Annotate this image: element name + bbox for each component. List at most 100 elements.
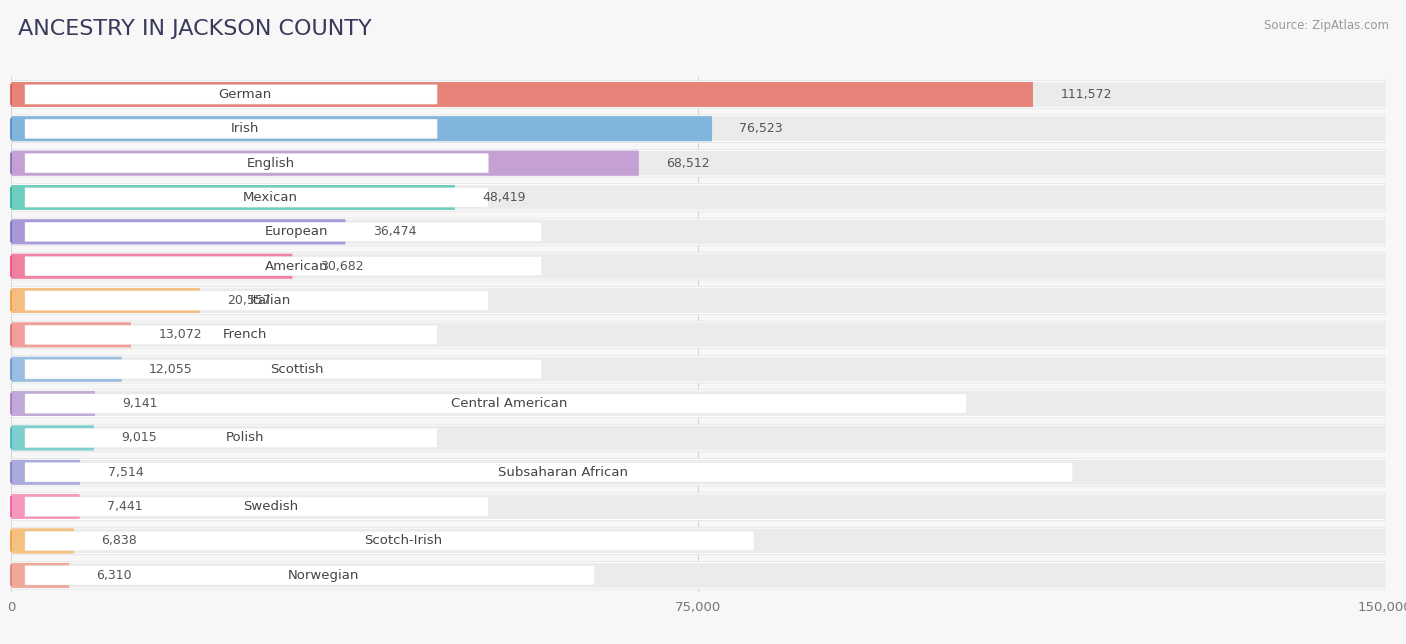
FancyBboxPatch shape: [25, 565, 595, 585]
Text: Scotch-Irish: Scotch-Irish: [364, 535, 443, 547]
FancyBboxPatch shape: [25, 531, 754, 551]
FancyBboxPatch shape: [11, 288, 200, 313]
FancyBboxPatch shape: [11, 529, 75, 553]
FancyBboxPatch shape: [11, 426, 1385, 450]
FancyBboxPatch shape: [11, 82, 1033, 107]
FancyBboxPatch shape: [11, 220, 346, 244]
Text: English: English: [246, 156, 294, 169]
FancyBboxPatch shape: [11, 357, 1385, 382]
FancyBboxPatch shape: [11, 357, 122, 382]
FancyBboxPatch shape: [11, 321, 1385, 348]
Text: 7,514: 7,514: [107, 466, 143, 478]
FancyBboxPatch shape: [25, 85, 437, 104]
FancyBboxPatch shape: [11, 185, 454, 210]
FancyBboxPatch shape: [11, 151, 638, 176]
FancyBboxPatch shape: [11, 426, 94, 450]
FancyBboxPatch shape: [11, 527, 1385, 554]
Text: American: American: [266, 260, 329, 272]
FancyBboxPatch shape: [11, 82, 1385, 107]
FancyBboxPatch shape: [25, 428, 437, 448]
Text: 6,310: 6,310: [97, 569, 132, 582]
FancyBboxPatch shape: [11, 460, 80, 485]
Text: 12,055: 12,055: [149, 363, 193, 375]
FancyBboxPatch shape: [11, 390, 1385, 417]
Text: 76,523: 76,523: [740, 122, 783, 135]
FancyBboxPatch shape: [11, 426, 94, 450]
Text: 13,072: 13,072: [159, 328, 202, 341]
Text: Norwegian: Norwegian: [288, 569, 359, 582]
FancyBboxPatch shape: [25, 188, 488, 207]
Text: Scottish: Scottish: [270, 363, 323, 375]
Text: 20,557: 20,557: [226, 294, 271, 307]
FancyBboxPatch shape: [11, 288, 1385, 313]
FancyBboxPatch shape: [11, 288, 200, 313]
FancyBboxPatch shape: [11, 355, 1385, 383]
Text: Irish: Irish: [231, 122, 259, 135]
FancyBboxPatch shape: [11, 117, 711, 141]
Text: Polish: Polish: [225, 431, 264, 444]
FancyBboxPatch shape: [11, 494, 79, 519]
FancyBboxPatch shape: [11, 357, 122, 382]
Text: Source: ZipAtlas.com: Source: ZipAtlas.com: [1264, 19, 1389, 32]
FancyBboxPatch shape: [11, 391, 1385, 416]
FancyBboxPatch shape: [11, 562, 1385, 589]
Text: 36,474: 36,474: [373, 225, 416, 238]
Text: 30,682: 30,682: [319, 260, 363, 272]
Text: 9,015: 9,015: [121, 431, 157, 444]
FancyBboxPatch shape: [11, 254, 1385, 279]
FancyBboxPatch shape: [11, 323, 131, 347]
FancyBboxPatch shape: [11, 117, 1385, 141]
FancyBboxPatch shape: [11, 529, 75, 553]
FancyBboxPatch shape: [11, 563, 69, 588]
FancyBboxPatch shape: [25, 291, 488, 310]
Text: European: European: [266, 225, 329, 238]
FancyBboxPatch shape: [11, 287, 1385, 314]
FancyBboxPatch shape: [11, 460, 80, 485]
FancyBboxPatch shape: [11, 220, 346, 244]
FancyBboxPatch shape: [25, 256, 541, 276]
FancyBboxPatch shape: [11, 185, 454, 210]
Text: 9,141: 9,141: [122, 397, 157, 410]
FancyBboxPatch shape: [25, 153, 488, 173]
FancyBboxPatch shape: [11, 459, 1385, 486]
FancyBboxPatch shape: [11, 529, 1385, 553]
FancyBboxPatch shape: [11, 391, 96, 416]
FancyBboxPatch shape: [25, 394, 966, 413]
FancyBboxPatch shape: [11, 391, 96, 416]
FancyBboxPatch shape: [11, 185, 1385, 210]
Text: 7,441: 7,441: [107, 500, 142, 513]
FancyBboxPatch shape: [11, 220, 1385, 244]
FancyBboxPatch shape: [11, 151, 1385, 176]
FancyBboxPatch shape: [11, 494, 79, 519]
FancyBboxPatch shape: [11, 218, 1385, 245]
FancyBboxPatch shape: [25, 497, 488, 516]
FancyBboxPatch shape: [11, 563, 69, 588]
FancyBboxPatch shape: [25, 359, 541, 379]
FancyBboxPatch shape: [11, 563, 1385, 588]
Text: Swedish: Swedish: [243, 500, 298, 513]
Text: German: German: [218, 88, 271, 101]
FancyBboxPatch shape: [11, 115, 1385, 142]
FancyBboxPatch shape: [11, 323, 1385, 347]
FancyBboxPatch shape: [25, 222, 541, 242]
FancyBboxPatch shape: [11, 424, 1385, 451]
FancyBboxPatch shape: [11, 460, 1385, 485]
FancyBboxPatch shape: [11, 494, 1385, 519]
FancyBboxPatch shape: [25, 462, 1073, 482]
FancyBboxPatch shape: [25, 119, 437, 138]
FancyBboxPatch shape: [11, 117, 711, 141]
Text: French: French: [222, 328, 267, 341]
Text: 48,419: 48,419: [482, 191, 526, 204]
Text: 111,572: 111,572: [1060, 88, 1112, 101]
Text: Italian: Italian: [250, 294, 291, 307]
FancyBboxPatch shape: [11, 149, 1385, 177]
Text: ANCESTRY IN JACKSON COUNTY: ANCESTRY IN JACKSON COUNTY: [18, 19, 373, 39]
Text: 6,838: 6,838: [101, 535, 138, 547]
FancyBboxPatch shape: [11, 151, 638, 176]
Text: Central American: Central American: [451, 397, 568, 410]
FancyBboxPatch shape: [11, 323, 131, 347]
FancyBboxPatch shape: [11, 184, 1385, 211]
Text: Subsaharan African: Subsaharan African: [498, 466, 627, 478]
Text: Mexican: Mexican: [243, 191, 298, 204]
FancyBboxPatch shape: [11, 80, 1385, 108]
